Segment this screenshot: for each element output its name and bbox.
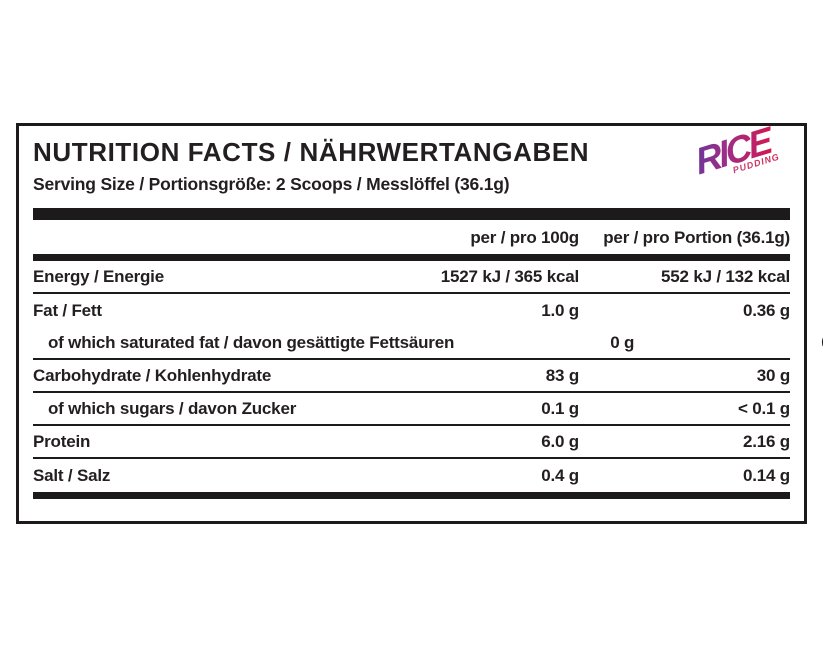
nutrient-name: of which saturated fat / davon gesättigt…	[48, 332, 455, 352]
value-per-100g: 1.0 g	[541, 300, 579, 320]
value-per-100g: 0 g	[610, 332, 635, 352]
value-per-100g: 1527 kJ / 365 kcal	[440, 266, 579, 286]
nutrition-row: of which sugars / davon Zucker 0.1 g < 0…	[33, 393, 790, 426]
serving-size-line: Serving Size / Portionsgröße: 2 Scoops /…	[33, 174, 510, 194]
bottom-divider-bar	[33, 492, 790, 499]
nutrient-name: Protein	[33, 431, 91, 451]
value-per-100g: 6.0 g	[541, 431, 579, 451]
value-per-portion: 0 g	[634, 333, 823, 353]
nutrition-row: Carbohydrate / Kohlenhydrate 83 g 30 g	[33, 360, 790, 393]
rice-pudding-logo: RICE PUDDING	[677, 118, 798, 216]
value-per-portion: 552 kJ / 132 kcal	[661, 266, 790, 286]
column-header-row: per / pro 100g per / pro Portion (36.1g)	[33, 220, 790, 254]
nutrition-row: Fat / Fett 1.0 g 0.36 g	[33, 294, 790, 327]
value-per-100g: 0.4 g	[541, 465, 579, 485]
nutrition-facts-panel: RICE PUDDING NUTRITION FACTS / NÄHRWERTA…	[16, 120, 823, 524]
nutrient-name: of which sugars / davon Zucker	[48, 398, 297, 418]
value-per-portion: 0.14 g	[743, 465, 790, 485]
nutrition-row: of which saturated fat / davon gesättigt…	[33, 327, 823, 360]
value-per-portion: 0.36 g	[743, 300, 790, 320]
nutrient-name: Fat / Fett	[33, 300, 102, 320]
value-per-portion: 30 g	[756, 365, 790, 385]
nutrition-row: Salt / Salz 0.4 g 0.14 g	[33, 459, 790, 492]
header-divider-bar	[33, 254, 790, 261]
value-per-portion: 2.16 g	[743, 431, 790, 451]
value-per-100g: 0.1 g	[541, 398, 579, 418]
nutrition-rows: Energy / Energie 1527 kJ / 365 kcal 552 …	[33, 261, 823, 492]
nutrient-name: Energy / Energie	[33, 266, 164, 286]
nutrition-row: Protein 6.0 g 2.16 g	[33, 426, 790, 459]
top-divider-bar	[33, 208, 790, 220]
value-per-100g: 83 g	[545, 365, 579, 385]
column-header-per-100g: per / pro 100g	[470, 228, 579, 247]
nutrient-name: Carbohydrate / Kohlenhydrate	[33, 365, 272, 385]
value-per-portion: < 0.1 g	[738, 398, 790, 418]
nutrition-row: Energy / Energie 1527 kJ / 365 kcal 552 …	[33, 261, 790, 294]
nutrient-name: Salt / Salz	[33, 465, 111, 485]
column-header-per-portion: per / pro Portion (36.1g)	[603, 228, 790, 247]
panel-title: NUTRITION FACTS / NÄHRWERTANGABEN	[33, 137, 590, 167]
